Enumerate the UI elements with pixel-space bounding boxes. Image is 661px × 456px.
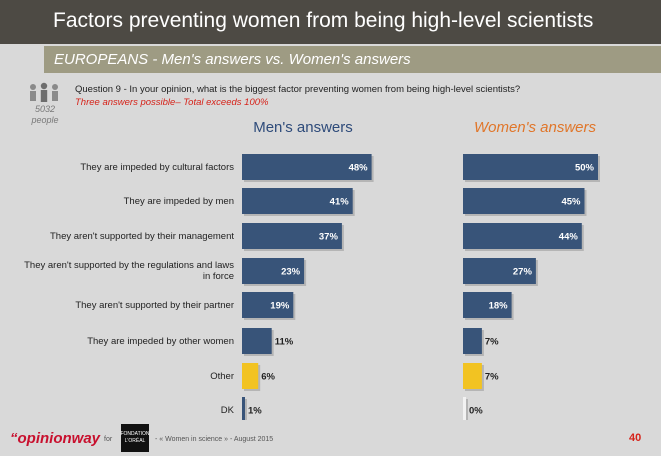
category-label: DK (221, 405, 235, 416)
bar-women (463, 292, 512, 318)
data-label-women: 27% (513, 267, 533, 278)
bar-women (463, 188, 585, 214)
bar-men (242, 292, 294, 318)
bar-men (242, 363, 259, 389)
bar-chart: Men's answers Women's answers They are imp… (24, 119, 600, 420)
data-label-men: 19% (270, 301, 290, 312)
sample-label: people (31, 115, 59, 125)
data-label-women: 7% (485, 337, 499, 348)
category-label: Other (210, 371, 234, 382)
category-label: They are impeded by other women (87, 336, 234, 347)
bar-women (463, 258, 536, 284)
bar-men (242, 328, 272, 354)
sample-size: 5032 people (28, 104, 62, 126)
footer-for-label: for (104, 436, 113, 443)
data-label-women: 0% (469, 406, 483, 417)
logo-prefix: “opinion (10, 430, 72, 447)
data-label-women: 18% (489, 301, 509, 312)
data-label-women: 45% (561, 197, 581, 208)
title-bar: Factors preventing women from being high… (0, 0, 661, 44)
category-label: They are impeded by cultural factors (80, 162, 234, 173)
sample-count: 5032 (34, 104, 56, 114)
logo-suffix: way (71, 430, 101, 447)
bar-shadow (244, 399, 247, 420)
data-label-men: 11% (275, 337, 294, 348)
bar-men (242, 397, 245, 420)
bar-men (242, 223, 342, 249)
bar-men (242, 188, 353, 214)
bar-women (463, 223, 582, 249)
bar-men (242, 154, 372, 180)
question-note: Three answers possible– Total exceeds 10… (75, 97, 269, 108)
data-label-men: 48% (349, 163, 369, 174)
data-label-women: 7% (485, 372, 499, 383)
category-label: They are impeded by men (124, 196, 234, 207)
partner-line1: FONDATION (120, 431, 150, 437)
data-label-women: 50% (575, 163, 595, 174)
bar-women (463, 154, 598, 180)
page-title: Factors preventing women from being high… (53, 9, 594, 32)
partner-line2: L'ORÉAL (124, 438, 146, 444)
category-label: They aren't supported by their managemen… (50, 231, 234, 242)
subtitle-bar: EUROPEANS - Men's answers vs. Women's an… (44, 46, 661, 73)
footer-text: - « Women in science » - August 2015 (155, 436, 274, 443)
bar-shadow (465, 399, 468, 420)
page-number: 40 (629, 432, 642, 444)
data-label-men: 41% (330, 197, 350, 208)
data-label-men: 6% (261, 372, 275, 383)
opinionway-logo: “opinionway (10, 430, 100, 447)
bar-women (463, 328, 482, 354)
series-heading-women: Women's answers (474, 119, 597, 136)
question-text: Question 9 - In your opinion, what is th… (75, 84, 521, 95)
data-label-men: 37% (319, 232, 339, 243)
category-label: They aren't supported by their partner (75, 300, 234, 311)
bar-men (242, 258, 305, 284)
data-label-men: 23% (281, 267, 301, 278)
people-icon (30, 82, 58, 102)
data-label-men: 1% (248, 406, 262, 417)
page-subtitle: EUROPEANS - Men's answers vs. Women's an… (54, 51, 411, 68)
category-label: They aren't supported by the regulations… (24, 260, 234, 282)
loreal-foundation-logo: FONDATION L'ORÉAL (120, 424, 150, 452)
series-heading-men: Men's answers (253, 119, 353, 136)
data-label-women: 44% (559, 232, 579, 243)
bar-women (463, 363, 482, 389)
bar-women (463, 397, 466, 420)
